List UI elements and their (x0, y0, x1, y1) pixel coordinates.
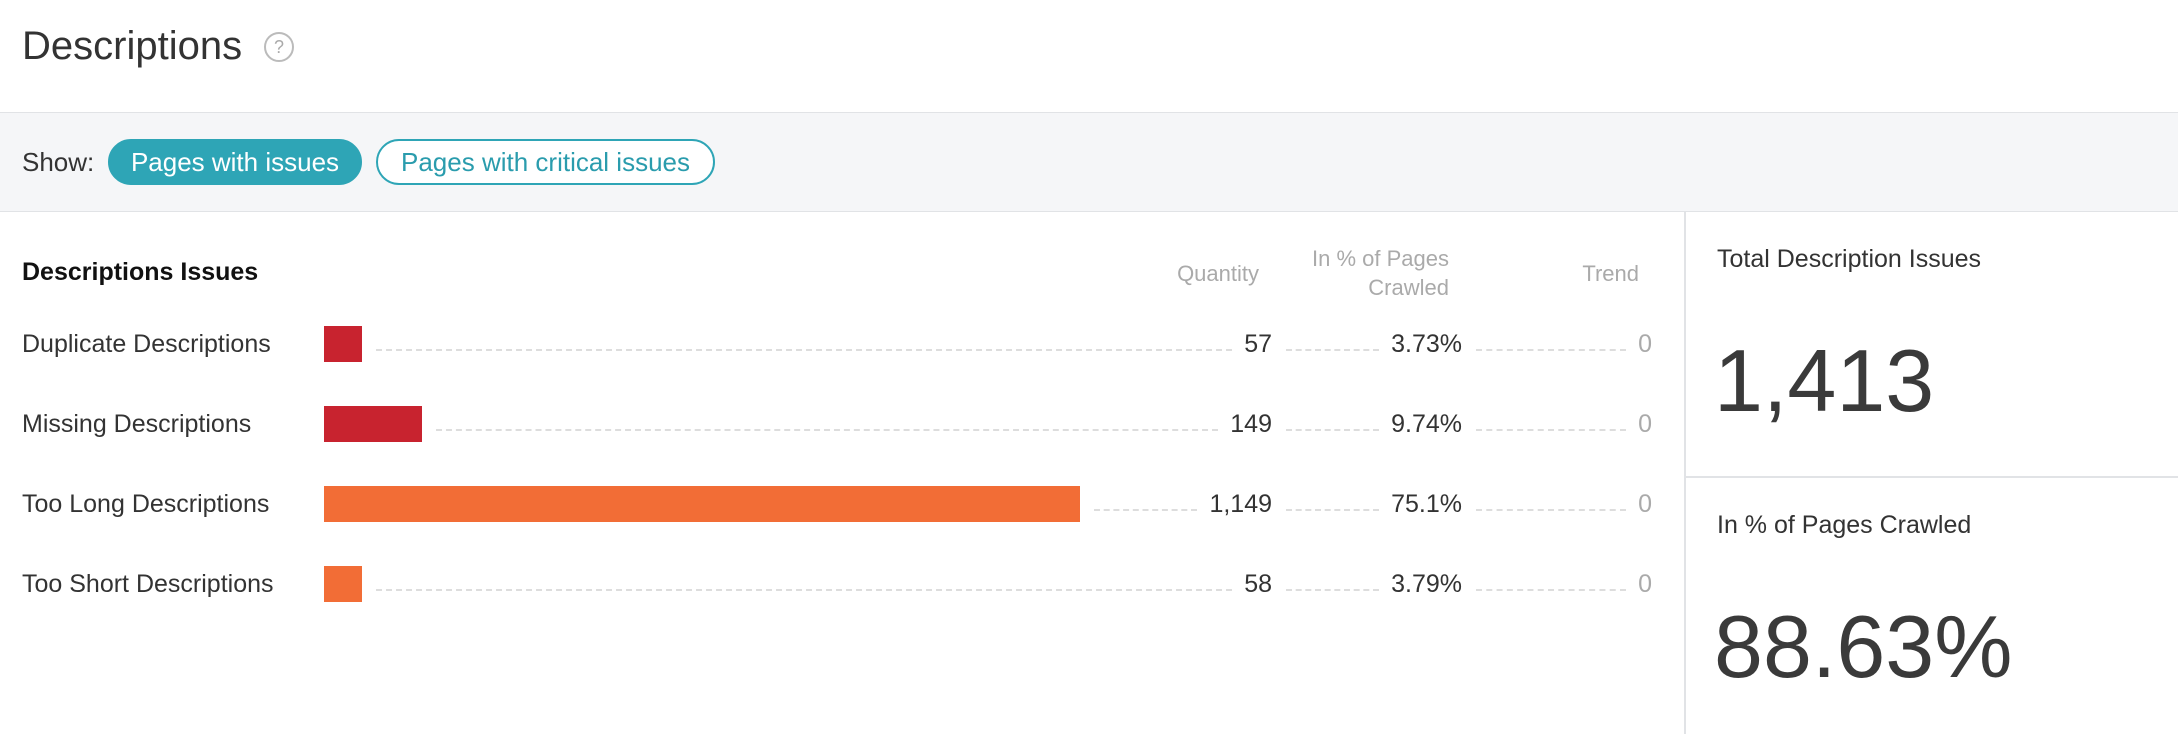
trend-cell: 0 (1462, 330, 1652, 359)
leader (1286, 349, 1380, 351)
column-header: Quantity (1177, 261, 1259, 286)
percent: 9.74% (1391, 409, 1462, 438)
trend-cell: 0 (1462, 410, 1652, 439)
quantity-bar (324, 326, 362, 362)
column-header: Trend (1582, 261, 1639, 286)
leader (1286, 509, 1380, 511)
trend: 0 (1638, 489, 1652, 518)
quantity-bar (324, 406, 423, 442)
trend: 0 (1638, 329, 1652, 358)
leader (376, 589, 1233, 591)
leader (1476, 429, 1627, 431)
leader (1476, 589, 1627, 591)
summary-label: Total Description Issues (1717, 245, 1982, 273)
divider (1684, 211, 1686, 734)
leader (1476, 349, 1627, 351)
percent: 3.79% (1391, 569, 1462, 598)
percent: 3.73% (1391, 329, 1462, 358)
issue-name: Duplicate Descriptions (22, 329, 271, 358)
filter-pill-active[interactable]: Pages with issues (108, 139, 362, 185)
percent-cell: 3.79% (1272, 570, 1462, 599)
trend: 0 (1638, 409, 1652, 438)
issue-name: Missing Descriptions (22, 409, 252, 438)
quantity-bar (324, 566, 363, 602)
summary-label: In % of Pages Crawled (1717, 511, 1972, 539)
issue-name: Too Short Descriptions (22, 569, 274, 598)
column-header: In % of Pages Crawled (1312, 246, 1449, 300)
quantity: 1,149 (1209, 489, 1272, 518)
summary-value: 88.63% (1714, 597, 2013, 696)
leader (1286, 589, 1380, 591)
issue-row: Missing Descriptions 149 9.74% 0 (22, 404, 1652, 444)
quantity-bar (324, 486, 1080, 522)
table-title: Descriptions Issues (22, 258, 259, 286)
leader (1476, 509, 1627, 511)
leader (375, 349, 1233, 351)
filter-pill[interactable]: Pages with critical issues (376, 139, 715, 185)
trend-cell: 0 (1462, 490, 1652, 519)
issue-row: Too Long Descriptions 1,149 75.1% 0 (22, 484, 1652, 524)
filter-label: Show: (22, 147, 95, 177)
percent-cell: 75.1% (1272, 490, 1462, 519)
summary-value: 1,413 (1714, 331, 1935, 430)
leader (436, 429, 1219, 431)
issue-row: Too Short Descriptions 58 3.79% 0 (22, 564, 1652, 604)
page-title: Descriptions (22, 24, 243, 68)
issue-row: Duplicate Descriptions 57 3.73% 0 (22, 324, 1652, 364)
divider (1686, 476, 2178, 478)
quantity: 57 (1244, 329, 1272, 358)
quantity: 149 (1230, 409, 1272, 438)
trend: 0 (1638, 569, 1652, 598)
leader (1286, 429, 1380, 431)
issue-name: Too Long Descriptions (22, 489, 270, 518)
trend-cell: 0 (1462, 570, 1652, 599)
quantity: 58 (1244, 569, 1272, 598)
filter-bar (0, 112, 2178, 212)
leader (1094, 509, 1198, 511)
percent-cell: 3.73% (1272, 330, 1462, 359)
percent: 75.1% (1391, 489, 1462, 518)
percent-cell: 9.74% (1272, 410, 1462, 439)
help-icon[interactable]: ? (264, 32, 294, 62)
